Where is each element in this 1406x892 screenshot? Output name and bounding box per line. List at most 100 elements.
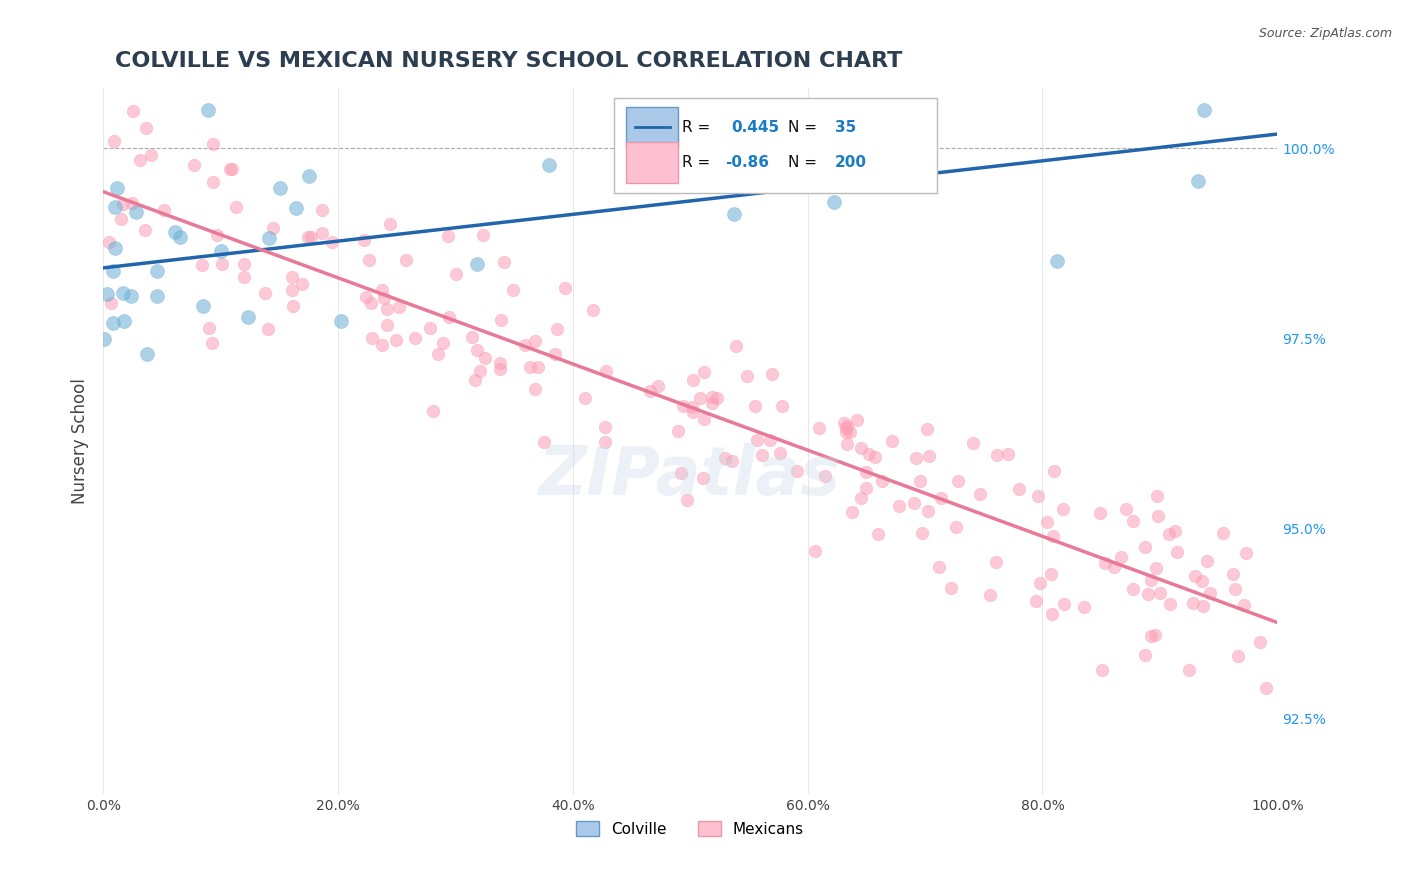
Point: [437, 229, 460, 244]
Point: [554, 280, 576, 294]
Point: [666, 424, 689, 438]
Point: [96, 287, 118, 301]
Point: [910, 474, 932, 488]
Point: [979, 588, 1001, 602]
Point: [103, 134, 125, 148]
Point: [823, 195, 845, 210]
Point: [1102, 560, 1125, 574]
Point: [737, 369, 759, 384]
Point: [370, 338, 392, 352]
Point: [281, 283, 304, 297]
Point: [855, 481, 877, 495]
Text: N =: N =: [787, 155, 821, 169]
Point: [813, 131, 835, 145]
Point: [125, 205, 148, 219]
Point: [866, 113, 889, 128]
Point: [1227, 648, 1250, 663]
FancyBboxPatch shape: [626, 106, 679, 147]
Point: [1042, 529, 1064, 543]
Point: [681, 401, 703, 415]
Point: [1194, 103, 1216, 118]
Point: [866, 527, 889, 541]
Point: [917, 422, 939, 436]
Point: [841, 504, 863, 518]
Point: [814, 468, 837, 483]
Point: [378, 218, 401, 232]
Point: [962, 435, 984, 450]
Point: [489, 313, 512, 327]
Point: [1144, 628, 1167, 642]
Point: [93, 332, 115, 346]
Point: [100, 296, 122, 310]
Point: [769, 446, 792, 460]
Point: [1147, 508, 1170, 523]
Point: [917, 504, 939, 518]
Point: [492, 255, 515, 269]
Point: [446, 267, 468, 281]
Point: [135, 347, 157, 361]
Point: [1029, 576, 1052, 591]
Point: [835, 418, 858, 433]
Point: [169, 230, 191, 244]
Point: [929, 491, 952, 505]
Point: [638, 384, 661, 398]
Point: [198, 320, 221, 334]
Point: [1008, 482, 1031, 496]
Text: 200: 200: [835, 155, 866, 169]
Point: [165, 225, 187, 239]
Point: [385, 333, 408, 347]
Y-axis label: Nursery School: Nursery School: [72, 378, 89, 504]
Point: [488, 361, 510, 376]
Point: [969, 487, 991, 501]
Point: [1166, 545, 1188, 559]
Point: [1233, 598, 1256, 612]
Point: [1026, 488, 1049, 502]
Point: [139, 148, 162, 162]
Point: [110, 211, 132, 226]
Point: [134, 223, 156, 237]
Point: [917, 449, 939, 463]
Point: [526, 359, 548, 374]
Point: [404, 330, 426, 344]
Point: [682, 405, 704, 419]
Text: COLVILLE VS MEXICAN NURSERY SCHOOL CORRELATION CHART: COLVILLE VS MEXICAN NURSERY SCHOOL CORRE…: [115, 51, 903, 70]
Point: [197, 103, 219, 118]
Point: [910, 525, 932, 540]
Text: R =: R =: [682, 155, 716, 169]
Point: [1073, 600, 1095, 615]
Point: [297, 230, 319, 244]
Point: [1090, 506, 1112, 520]
Text: N =: N =: [787, 120, 821, 135]
Point: [582, 302, 605, 317]
Point: [882, 434, 904, 449]
Point: [111, 197, 134, 211]
Point: [202, 175, 225, 189]
Text: 35: 35: [835, 120, 856, 135]
Point: [1157, 526, 1180, 541]
Point: [745, 433, 768, 447]
Point: [1133, 541, 1156, 555]
Point: [945, 519, 967, 533]
Point: [375, 301, 398, 316]
Point: [1149, 585, 1171, 599]
Point: [676, 492, 699, 507]
Text: Source: ZipAtlas.com: Source: ZipAtlas.com: [1258, 27, 1392, 40]
Point: [846, 413, 869, 427]
Point: [1191, 574, 1213, 589]
Point: [207, 227, 229, 242]
Point: [849, 491, 872, 505]
Text: R =: R =: [682, 120, 716, 135]
Text: ZIPatlas: ZIPatlas: [540, 443, 841, 509]
Point: [686, 152, 709, 166]
Point: [523, 334, 546, 349]
Point: [281, 270, 304, 285]
Point: [152, 203, 174, 218]
Point: [807, 421, 830, 435]
Point: [533, 435, 555, 450]
Point: [284, 201, 307, 215]
Point: [849, 441, 872, 455]
Point: [1052, 597, 1074, 611]
Point: [145, 288, 167, 302]
Point: [672, 399, 695, 413]
Point: [112, 285, 135, 300]
